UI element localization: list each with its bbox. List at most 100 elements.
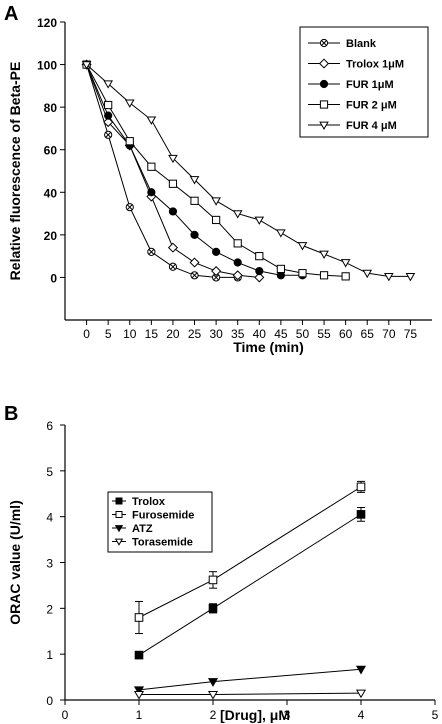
panel-a-x-tick-label: 25 bbox=[188, 327, 202, 341]
panel-a-x-tick-label: 40 bbox=[253, 327, 267, 341]
panel-a-x-tick-label: 20 bbox=[166, 327, 180, 341]
panel-a-legend-entry bbox=[308, 121, 340, 130]
panel-b-x-tick-label: 2 bbox=[210, 708, 217, 722]
panel-b-y-tick-label: 0 bbox=[46, 694, 53, 708]
panel-b-x-tick-label: 3 bbox=[284, 708, 291, 722]
panel-a-data-point bbox=[125, 137, 134, 146]
panel-b-series-1 bbox=[134, 480, 366, 635]
panel-a-data-point bbox=[233, 258, 242, 267]
panel-a-data-point-cross bbox=[170, 263, 176, 270]
panel-a-legend-label: Trolox 1μM bbox=[346, 59, 404, 71]
panel-a-x-tick-label: 75 bbox=[404, 327, 418, 341]
panel-a-data-point-cross bbox=[105, 131, 112, 138]
panel-a-series-line bbox=[86, 64, 411, 277]
panel-a-data-point-cross bbox=[148, 249, 155, 255]
panel-b-series-line bbox=[139, 692, 362, 695]
panel-a-data-point bbox=[168, 207, 178, 216]
panel-b-legend-marker bbox=[115, 511, 123, 518]
panel-b-y-axis-title: ORAC value (U/ml) bbox=[7, 500, 23, 624]
panel-a-y-tick-label: 20 bbox=[44, 229, 58, 243]
panel-a-data-point bbox=[276, 229, 286, 238]
panel-a-data-point bbox=[233, 239, 242, 248]
panel-a-series-0 bbox=[82, 60, 242, 282]
panel-a-data-point bbox=[81, 61, 92, 70]
panel-a-legend-label: Blank bbox=[346, 38, 377, 50]
panel-a-data-point bbox=[405, 272, 416, 282]
panel-a-data-point bbox=[189, 257, 200, 268]
panel-b-x-tick-label: 1 bbox=[136, 708, 143, 722]
panel-b-data-point bbox=[208, 604, 218, 613]
panel-b-legend-entry bbox=[112, 497, 126, 505]
panel-a-data-point bbox=[254, 216, 265, 225]
panel-a-x-tick-label: 60 bbox=[339, 327, 353, 341]
panel-b-y-tick-label: 6 bbox=[46, 419, 53, 433]
panel-a-data-point bbox=[104, 111, 113, 120]
panel-a-legend-label: FUR 1μM bbox=[346, 79, 394, 91]
panel-a-y-tick-label: 80 bbox=[44, 101, 58, 115]
panel-b-data-point bbox=[355, 689, 367, 699]
panel-a-legend-entry bbox=[308, 58, 340, 69]
panel-a-data-point bbox=[254, 272, 265, 283]
panel-a-x-tick-label: 45 bbox=[274, 327, 288, 341]
panel-b-x-tick-label: 4 bbox=[358, 708, 365, 722]
panel-a-legend-label: FUR 4 μM bbox=[346, 120, 397, 132]
panel-a-data-point bbox=[319, 250, 329, 259]
panel-a-data-point bbox=[104, 100, 113, 110]
panel-a-y-tick-label: 60 bbox=[44, 144, 58, 158]
panel-a-data-point-cross bbox=[191, 272, 198, 279]
panel-b-x-tick-label: 5 bbox=[432, 708, 439, 722]
panel-a-data-point-cross bbox=[213, 274, 219, 281]
panel-a-legend-marker bbox=[319, 121, 329, 130]
panel-b-y-tick-label: 2 bbox=[46, 602, 53, 616]
panel-a-legend-marker-cross bbox=[321, 40, 327, 46]
panel-b-legend-marker bbox=[114, 525, 124, 533]
panel-a-data-point bbox=[103, 80, 114, 89]
panel-a-series-2 bbox=[82, 60, 307, 280]
panel-a-data-point bbox=[147, 162, 156, 171]
panel-a-y-axis-title: Relative fluorescence of Beta-PE bbox=[7, 62, 23, 281]
panel-a-x-tick-label: 30 bbox=[209, 327, 223, 341]
panel-b-legend-label: ATZ bbox=[132, 523, 153, 535]
panel-a-x-tick-label: 65 bbox=[361, 327, 375, 341]
panel-b-data-point bbox=[207, 690, 219, 700]
panel-a-data-point bbox=[362, 269, 373, 279]
panel-a-x-tick-label: 35 bbox=[231, 327, 245, 341]
panel-a-data-point bbox=[232, 270, 243, 281]
panel-a-x-tick-label: 15 bbox=[145, 327, 159, 341]
panel-b-legend-label: Furosemide bbox=[132, 510, 194, 522]
panel-b-x-tick-label: 0 bbox=[62, 708, 69, 722]
panel-a-data-point bbox=[190, 196, 199, 205]
panel-a-data-point bbox=[103, 117, 114, 128]
panel-a-legend-label: FUR 2 μM bbox=[346, 100, 397, 112]
panel-a-data-point bbox=[189, 176, 200, 185]
panel-a-y-tick-label: 40 bbox=[44, 186, 58, 200]
panel-a-data-point bbox=[124, 99, 135, 108]
panel-a-data-point bbox=[168, 179, 178, 188]
panel-a-data-point bbox=[340, 259, 351, 268]
panel-a-legend-marker bbox=[319, 100, 329, 109]
panel-b-data-point bbox=[356, 482, 366, 492]
panel-a-data-point bbox=[168, 154, 178, 164]
panel-b-legend-entry bbox=[112, 538, 126, 546]
panel-a-data-point bbox=[147, 188, 156, 197]
panel-a-x-tick-label: 10 bbox=[123, 327, 137, 341]
panel-a-data-point bbox=[190, 230, 199, 239]
panel-a-legend-entry bbox=[308, 79, 340, 89]
panel-a-data-point bbox=[255, 252, 264, 261]
panel-a-legend-marker bbox=[318, 58, 330, 69]
panel-a-data-point bbox=[212, 247, 221, 256]
panel-b-legend-label: Trolox bbox=[132, 496, 166, 508]
panel-a-data-point bbox=[341, 272, 350, 281]
panel-a-data-point-cross bbox=[126, 204, 133, 211]
panel-a-x-axis-title: Time (min) bbox=[233, 339, 304, 355]
panel-a-x-tick-label: 70 bbox=[382, 327, 396, 341]
panel-b-legend-entry bbox=[112, 525, 126, 533]
panel-a-data-point bbox=[211, 266, 222, 277]
panel-b-data-point bbox=[134, 613, 144, 622]
panel-a-series-1 bbox=[81, 59, 265, 283]
panel-a-data-point bbox=[146, 116, 157, 125]
panel-b-y-tick-label: 3 bbox=[46, 557, 53, 571]
panel-b-series-2 bbox=[133, 665, 367, 696]
panel-b-y-tick-label: 5 bbox=[46, 465, 53, 479]
